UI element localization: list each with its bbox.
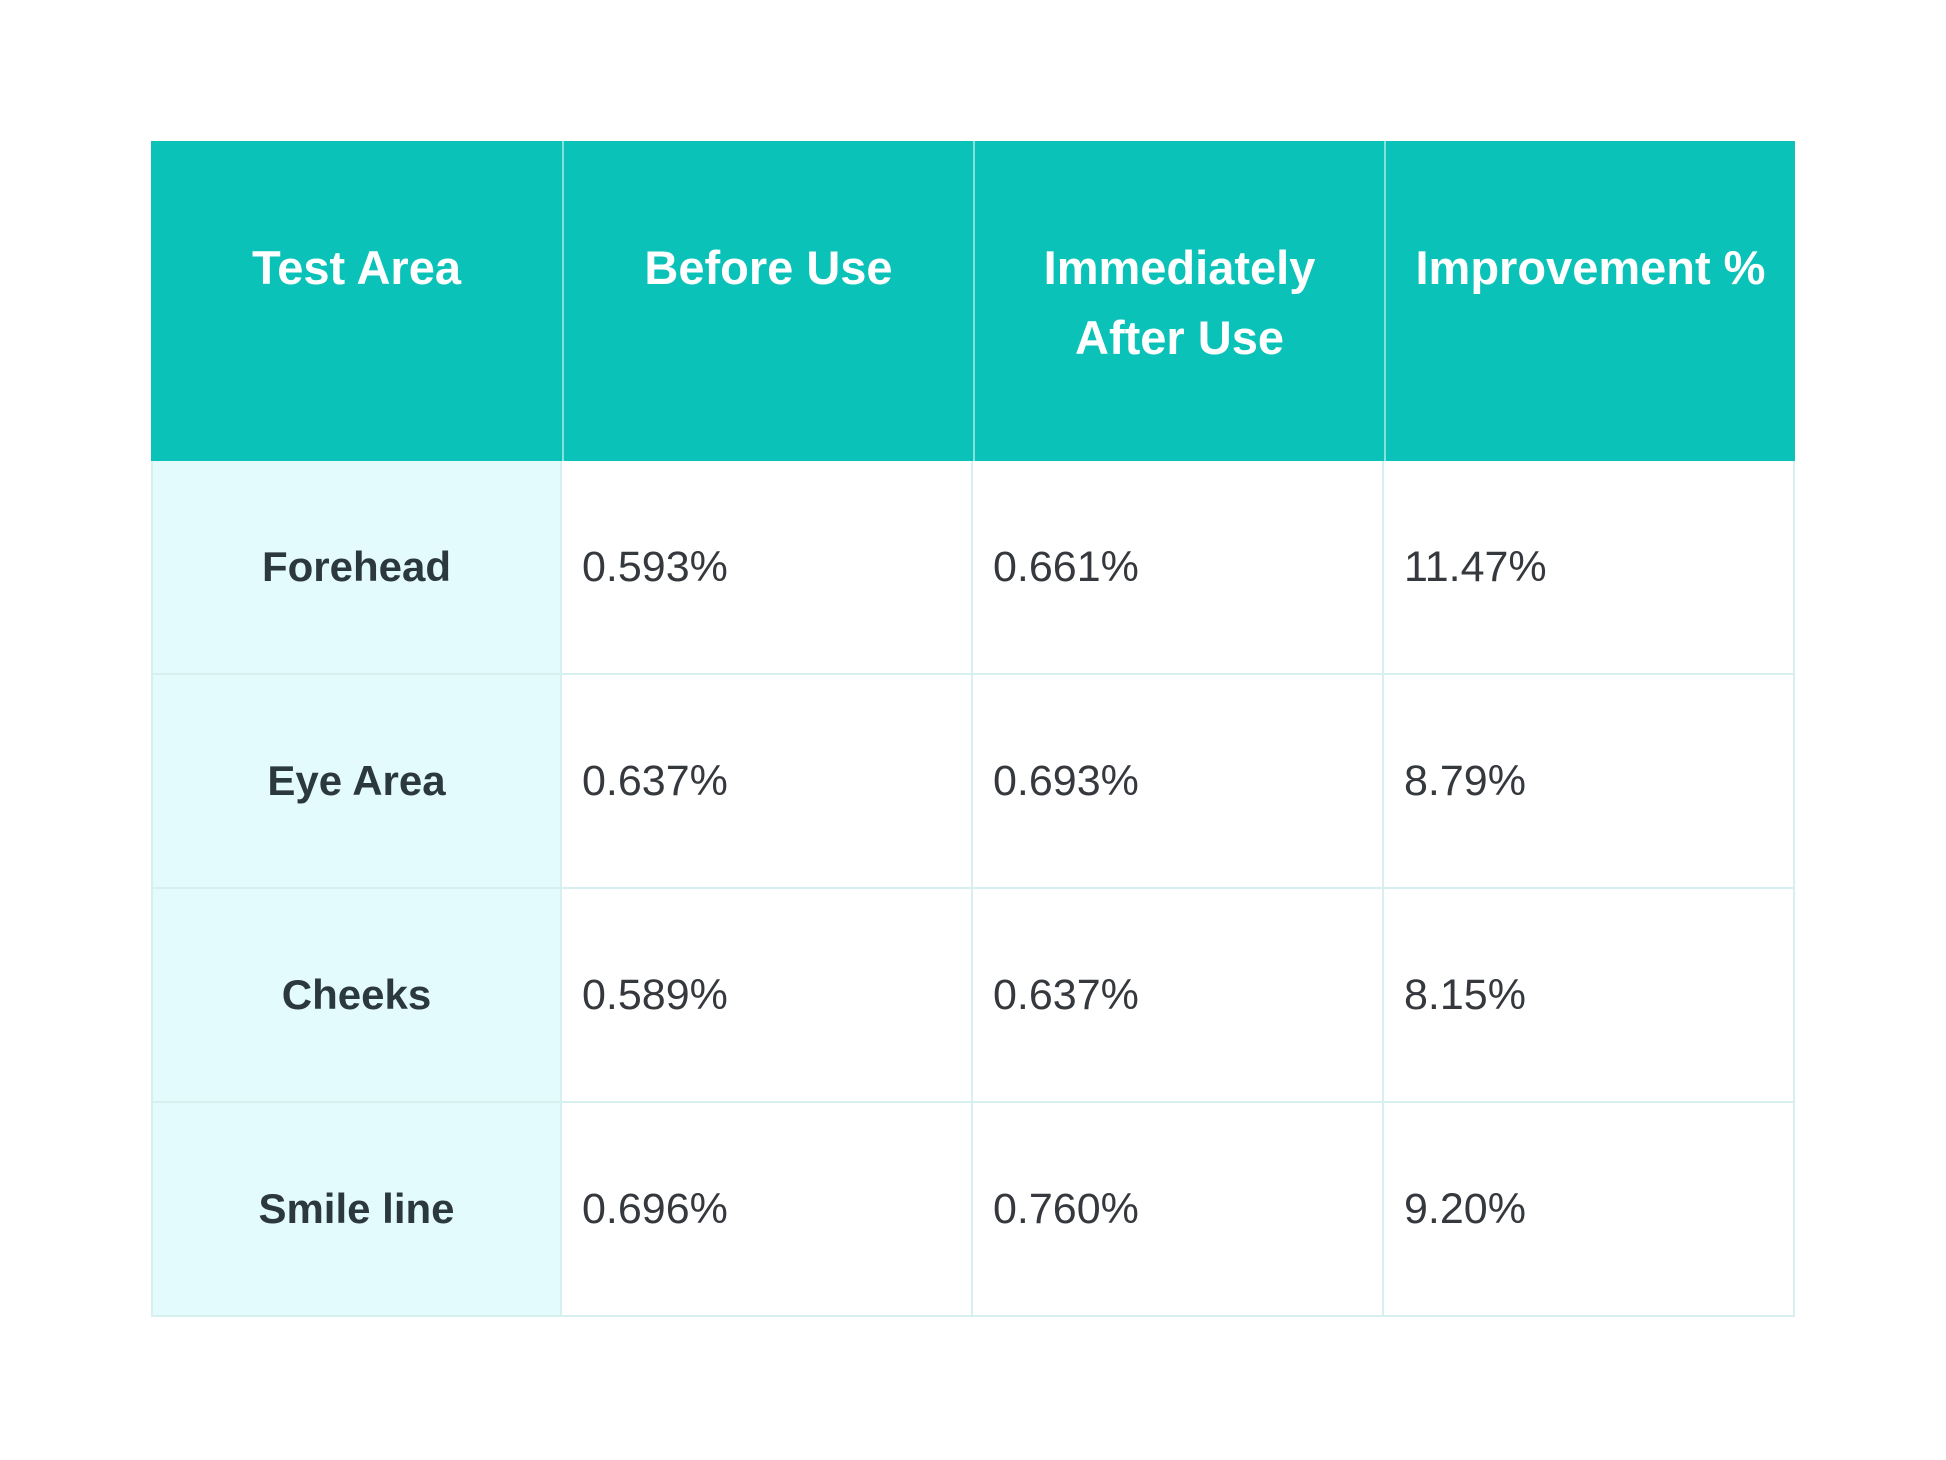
area-cell: Cheeks bbox=[151, 889, 562, 1103]
improvement-cell: 8.79% bbox=[1384, 675, 1795, 889]
area-cell: Eye Area bbox=[151, 675, 562, 889]
improvement-cell: 9.20% bbox=[1384, 1103, 1795, 1317]
before-use-cell: 0.593% bbox=[562, 461, 973, 675]
column-header-improvement: Improvement % bbox=[1384, 141, 1795, 461]
before-use-cell: 0.589% bbox=[562, 889, 973, 1103]
column-header-label: Before Use bbox=[644, 241, 893, 294]
column-header-label: Improvement % bbox=[1415, 241, 1766, 294]
area-cell: Forehead bbox=[151, 461, 562, 675]
column-header-immediately-after-use: Immediately After Use bbox=[973, 141, 1384, 461]
column-header-label: Immediately After Use bbox=[1043, 241, 1316, 364]
before-use-cell: 0.696% bbox=[562, 1103, 973, 1317]
after-use-cell: 0.661% bbox=[973, 461, 1384, 675]
improvement-cell: 11.47% bbox=[1384, 461, 1795, 675]
after-use-cell: 0.693% bbox=[973, 675, 1384, 889]
column-header-before-use: Before Use bbox=[562, 141, 973, 461]
before-use-cell: 0.637% bbox=[562, 675, 973, 889]
after-use-cell: 0.760% bbox=[973, 1103, 1384, 1317]
improvement-cell: 8.15% bbox=[1384, 889, 1795, 1103]
after-use-cell: 0.637% bbox=[973, 889, 1384, 1103]
results-table: Test Area Before Use Immediately After U… bbox=[151, 141, 1795, 1317]
column-header-label: Test Area bbox=[252, 241, 461, 294]
column-header-test-area: Test Area bbox=[151, 141, 562, 461]
area-cell: Smile line bbox=[151, 1103, 562, 1317]
